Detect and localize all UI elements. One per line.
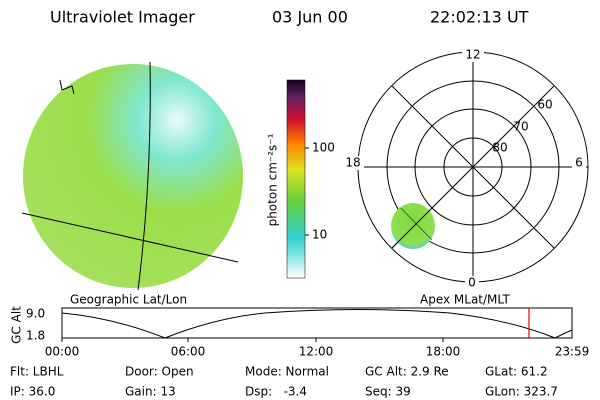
mlt-label: 18 xyxy=(345,156,360,170)
timeline-x-label: 12:00 xyxy=(299,345,334,359)
footer-field: Mode: Normal xyxy=(245,365,329,379)
footer-field: GLat: 61.2 xyxy=(485,365,548,379)
lat-label: 70 xyxy=(513,120,528,134)
colorbar-tick-label: 10 xyxy=(312,228,327,242)
footer-field: Flt: LBHL xyxy=(10,365,64,379)
footer-field: Door: Open xyxy=(125,365,194,379)
footer-field: Dsp: -3.4 xyxy=(245,385,307,399)
mlt-label: 12 xyxy=(465,48,480,62)
timeline-y-label: 1.8 xyxy=(26,329,45,343)
footer-field: GC Alt: 2.9 Re xyxy=(365,365,449,379)
date: 03 Jun 00 xyxy=(272,8,348,27)
polar-grid xyxy=(357,51,589,283)
timeline-x-label: 06:00 xyxy=(171,345,206,359)
mlt-label: 6 xyxy=(575,156,583,170)
instrument: Ultraviolet Imager xyxy=(50,8,195,27)
colorbar xyxy=(286,79,306,279)
footer-field: Gain: 13 xyxy=(125,385,176,399)
footer-field: Seq: 39 xyxy=(365,385,411,399)
timeline-axis-label: GC Alt xyxy=(10,306,24,344)
time: 22:02:13 UT xyxy=(430,8,529,27)
footer: Flt: LBHL Door: Open Mode: Normal GC Alt: 2… xyxy=(10,365,558,399)
earth-image xyxy=(21,61,243,291)
timeline-x-label: 23:59 xyxy=(555,345,590,359)
colorbar-tick-label: 100 xyxy=(312,141,335,155)
caption: Apex MLat/MLT xyxy=(420,293,510,307)
lat-label: 80 xyxy=(492,141,507,155)
mlt-label: 0 xyxy=(468,276,476,290)
caption: Geographic Lat/Lon xyxy=(70,293,187,307)
colorbar-label: photon cm⁻²s⁻¹ xyxy=(266,133,280,226)
footer-field: GLon: 323.7 xyxy=(485,385,558,399)
timeline-x-label: 00:00 xyxy=(45,345,80,359)
footer-field: IP: 36.0 xyxy=(10,385,55,399)
timeline-x-label: 18:00 xyxy=(426,345,461,359)
timeline-y-label: 9.0 xyxy=(26,307,45,321)
timeline xyxy=(61,307,573,342)
lat-label: 60 xyxy=(537,98,552,112)
